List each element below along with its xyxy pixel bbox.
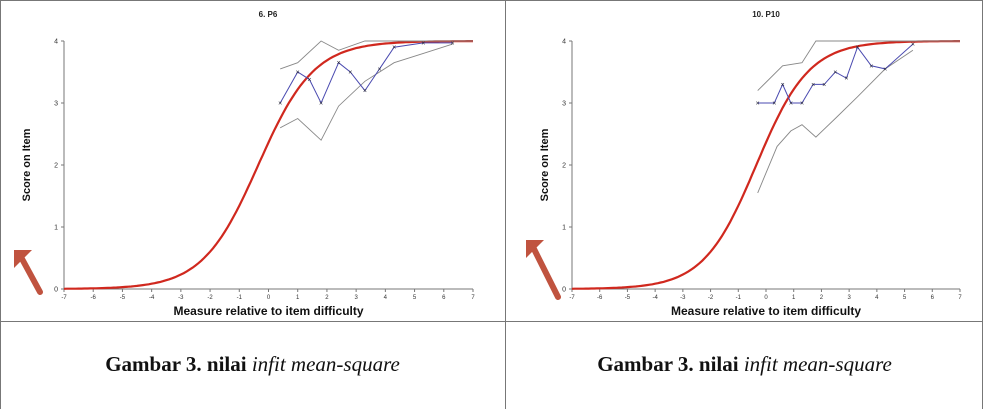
observed-point: ×: [869, 63, 873, 70]
observed-point: ×: [363, 88, 367, 95]
chart-p10: 10. P10 0 1 2 3 4 -7 -6 -5 -4 -3 -2 -1 0 1 2 3 4 5 6 7 Measur…: [526, 10, 962, 318]
x-tick-label: 0: [267, 295, 271, 301]
y-tick-label: 3: [562, 101, 566, 108]
observed-point: ×: [278, 101, 282, 108]
y-axis-label: Score on Item: [539, 128, 551, 201]
observed-point: ×: [337, 60, 341, 67]
y-tick-label: 4: [54, 39, 58, 46]
x-tick-label: -3: [178, 295, 184, 301]
observed-point: ×: [392, 45, 396, 52]
arrow-head: [14, 250, 32, 268]
y-tick-label: 0: [54, 287, 58, 294]
caption-right-italic: infit mean-square: [743, 352, 892, 376]
x-axis-label: Measure relative to item difficulty: [173, 304, 363, 318]
x-tick-label: 7: [471, 295, 475, 301]
model-curve: [63, 39, 473, 290]
chart-title: 6. P6: [259, 10, 278, 19]
observed-point: ×: [772, 101, 776, 108]
observed-line: [279, 42, 453, 105]
y-tick-label: 0: [562, 287, 566, 294]
caption-left-italic: infit mean-square: [251, 352, 400, 376]
x-tick-label: 4: [875, 295, 879, 301]
y-tick-label: 1: [562, 225, 566, 232]
observed-point: ×: [822, 82, 826, 89]
x-tick-label: -7: [61, 295, 67, 301]
observed-point: ×: [307, 77, 311, 84]
caption-left-prefix: Gambar 3. nilai: [105, 352, 252, 376]
x-tick-label: -7: [569, 295, 575, 301]
caption-right-prefix: Gambar 3. nilai: [597, 352, 744, 376]
y-tick-label: 4: [562, 39, 566, 46]
x-tick-label: 3: [847, 295, 851, 301]
observed-point: ×: [319, 101, 323, 108]
x-tick-label: 6: [931, 295, 935, 301]
y-tick-label: 3: [54, 101, 58, 108]
observed-point: ×: [911, 42, 915, 49]
x-tick-label: -4: [149, 295, 155, 301]
observed-point: ×: [833, 70, 837, 77]
observed-point: ×: [421, 40, 425, 47]
arrow-head: [526, 240, 544, 258]
ci-lower-line: [757, 49, 914, 194]
x-tick-label: -1: [736, 295, 742, 301]
x-tick-label: 5: [413, 295, 417, 301]
x-tick-label: -3: [680, 295, 686, 301]
caption-left: Gambar 3. nilai infit mean-square: [0, 352, 505, 377]
model-curve: [571, 39, 960, 290]
x-tick-label: -5: [625, 295, 631, 301]
observed-point: ×: [811, 82, 815, 89]
x-tick-label: -2: [708, 295, 714, 301]
chart-p6: 6. P6 0 1 2 3 4 -7 -6 -5 -4 -3 -2 -1 0 1 2 3 4 5 6 7 Measure …: [14, 10, 475, 318]
x-tick-label: -6: [91, 295, 97, 301]
ci-upper-line: [280, 40, 473, 70]
caption-right: Gambar 3. nilai infit mean-square: [506, 352, 983, 377]
observed-point: ×: [844, 76, 848, 83]
y-tick-label: 2: [54, 163, 58, 170]
x-axis-label: Measure relative to item difficulty: [671, 304, 861, 318]
y-axis-label: Score on Item: [21, 128, 33, 201]
y-tick-label: 2: [562, 163, 566, 170]
x-tick-label: 4: [384, 295, 388, 301]
observed-point: ×: [855, 45, 859, 52]
ci-lower-line: [279, 43, 453, 141]
y-tick-label: 1: [54, 225, 58, 232]
x-tick-label: -6: [597, 295, 603, 301]
x-tick-label: 1: [792, 295, 796, 301]
ci-upper-line: [757, 40, 960, 91]
arrow-shaft: [530, 244, 561, 300]
x-tick-label: 1: [296, 295, 300, 301]
x-tick-label: 0: [764, 295, 768, 301]
x-tick-label: 7: [958, 295, 962, 301]
x-tick-label: 2: [820, 295, 824, 301]
x-tick-label: 3: [354, 295, 358, 301]
observed-point: ×: [800, 101, 804, 108]
observed-point: ×: [377, 66, 381, 73]
observed-point: ×: [296, 70, 300, 77]
arrow-shaft: [18, 254, 43, 295]
x-tick-label: -4: [652, 295, 658, 301]
observed-point: ×: [883, 66, 887, 73]
observed-point: ×: [789, 101, 793, 108]
x-tick-label: 6: [442, 295, 446, 301]
observed-point: ×: [756, 101, 760, 108]
x-tick-label: -2: [207, 295, 213, 301]
x-tick-label: -5: [120, 295, 126, 301]
observed-point: ×: [781, 82, 785, 89]
observed-point: ×: [348, 70, 352, 77]
x-tick-label: 2: [325, 295, 329, 301]
observed-line: [757, 43, 914, 104]
chart-title: 10. P10: [752, 10, 780, 19]
observed-point: ×: [451, 40, 455, 47]
x-tick-label: -1: [237, 295, 243, 301]
x-tick-label: 5: [903, 295, 907, 301]
